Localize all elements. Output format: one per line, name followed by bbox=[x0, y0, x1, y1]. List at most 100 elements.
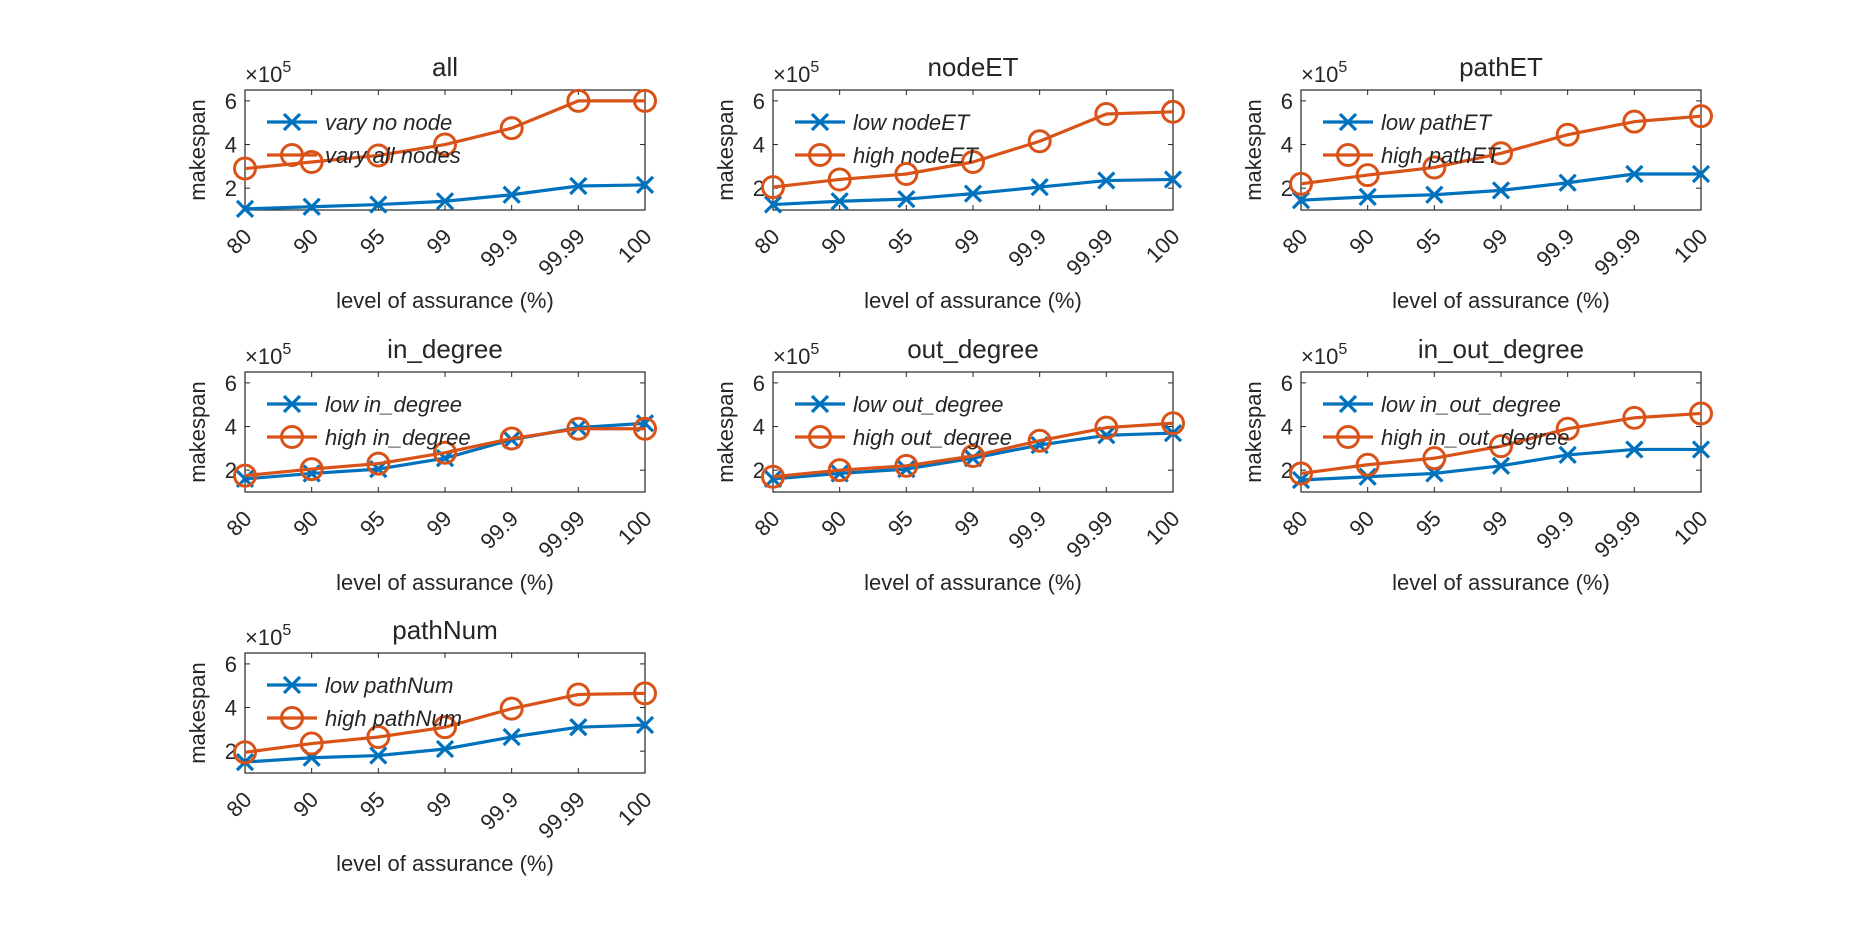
y-exponent-label: ×105 bbox=[245, 341, 291, 369]
data-point bbox=[569, 718, 588, 737]
marker-stroke bbox=[569, 718, 588, 737]
legend-entry: high out_degree bbox=[853, 425, 1012, 450]
data-point bbox=[1094, 415, 1119, 440]
data-point bbox=[502, 185, 521, 204]
series-line bbox=[1300, 411, 1702, 476]
y-axis-label: makespan bbox=[713, 99, 738, 201]
data-point bbox=[1622, 109, 1647, 134]
x-tick-label: 90 bbox=[288, 787, 323, 822]
marker-stroke bbox=[1625, 164, 1644, 184]
series-high bbox=[233, 416, 657, 488]
x-tick-label: 80 bbox=[222, 787, 257, 822]
data-point bbox=[1689, 104, 1713, 129]
x-tick-label: 80 bbox=[222, 224, 257, 259]
data-point bbox=[633, 681, 657, 706]
y-exponent-power: 5 bbox=[1338, 59, 1347, 76]
x-axis-label: level of assurance (%) bbox=[336, 570, 554, 595]
series-line bbox=[772, 110, 1174, 189]
data-point bbox=[499, 116, 524, 141]
legend-marker bbox=[808, 143, 832, 167]
data-point bbox=[1161, 411, 1185, 436]
y-exponent-label: ×105 bbox=[245, 622, 291, 650]
legend-marker bbox=[280, 425, 304, 449]
y-exponent-power: 5 bbox=[1338, 341, 1347, 358]
data-point bbox=[366, 725, 391, 749]
data-point bbox=[1555, 122, 1580, 147]
marker-stroke bbox=[369, 195, 388, 214]
subplot-title: all bbox=[432, 52, 458, 82]
y-exponent-label: ×105 bbox=[1301, 59, 1347, 87]
x-tick-label: 99.99 bbox=[1061, 224, 1118, 281]
x-tick-label: 95 bbox=[883, 506, 918, 541]
y-tick-label: 4 bbox=[225, 696, 237, 721]
data-point bbox=[233, 463, 257, 488]
x-tick-label: 80 bbox=[222, 506, 257, 541]
legend-marker bbox=[280, 143, 304, 167]
data-point bbox=[299, 731, 324, 756]
marker-stroke bbox=[1558, 173, 1577, 192]
marker-stroke bbox=[1338, 112, 1358, 132]
y-tick-label: 6 bbox=[1281, 89, 1293, 114]
marker-stroke bbox=[1338, 394, 1358, 414]
data-point bbox=[830, 192, 849, 211]
y-exponent-base: ×10 bbox=[1301, 344, 1338, 369]
subplot-title: nodeET bbox=[927, 52, 1018, 82]
data-point bbox=[502, 727, 521, 747]
data-point bbox=[233, 740, 257, 765]
y-exponent-power: 5 bbox=[282, 341, 291, 358]
legend-marker bbox=[1336, 143, 1360, 167]
x-tick-label: 99 bbox=[422, 224, 457, 259]
y-tick-label: 2 bbox=[225, 739, 237, 764]
y-exponent-power: 5 bbox=[282, 622, 291, 639]
legend: low pathNum high pathNum bbox=[267, 673, 462, 731]
data-point bbox=[761, 464, 785, 489]
subplot-nodeet: 2 4 6 80 90 95 99 99.9 99.99 100 ×105 nodeET level o… bbox=[713, 52, 1185, 313]
y-tick-label: 2 bbox=[753, 176, 765, 201]
legend-marker bbox=[1338, 112, 1358, 132]
x-tick-label: 99.9 bbox=[1003, 506, 1051, 554]
y-tick-label: 6 bbox=[1281, 371, 1293, 396]
y-tick-label: 4 bbox=[225, 415, 237, 440]
marker-stroke bbox=[502, 727, 521, 747]
x-tick-label: 100 bbox=[1141, 224, 1185, 268]
marker-stroke bbox=[1691, 440, 1711, 459]
x-tick-label: 90 bbox=[288, 506, 323, 541]
legend-marker bbox=[282, 112, 302, 132]
data-point bbox=[1027, 428, 1052, 453]
x-tick-label: 95 bbox=[1411, 224, 1446, 259]
x-tick-label: 95 bbox=[1411, 506, 1446, 541]
y-exponent-power: 5 bbox=[282, 59, 291, 76]
legend-entry: high nodeET bbox=[853, 143, 979, 168]
legend: vary no node vary all nodes bbox=[267, 110, 461, 168]
data-point bbox=[566, 416, 591, 441]
legend-marker bbox=[282, 394, 302, 414]
legend-marker bbox=[1336, 425, 1360, 449]
series-line bbox=[1300, 114, 1702, 186]
x-tick-label: 99.9 bbox=[1531, 224, 1579, 272]
y-axis-label: makespan bbox=[713, 381, 738, 483]
subplot-title: pathET bbox=[1459, 52, 1543, 82]
y-exponent-base: ×10 bbox=[773, 62, 810, 87]
legend-entry: low pathNum bbox=[325, 673, 453, 698]
legend-entry: high pathET bbox=[1381, 143, 1501, 168]
x-tick-label: 90 bbox=[816, 224, 851, 259]
data-point bbox=[369, 195, 388, 214]
data-point bbox=[827, 167, 852, 192]
x-tick-label: 99 bbox=[950, 224, 985, 259]
legend-entry: vary no node bbox=[325, 110, 452, 135]
data-point bbox=[635, 715, 655, 735]
marker-stroke bbox=[963, 184, 983, 203]
x-tick-label: 99 bbox=[422, 787, 457, 822]
marker-stroke bbox=[635, 715, 655, 735]
legend-marker bbox=[282, 675, 302, 695]
marker-stroke bbox=[830, 192, 849, 211]
y-exponent-power: 5 bbox=[810, 341, 819, 358]
marker-stroke bbox=[435, 192, 455, 211]
y-axis-label: makespan bbox=[185, 381, 210, 483]
x-tick-label: 99.99 bbox=[533, 224, 590, 281]
data-point bbox=[897, 189, 916, 209]
data-point bbox=[569, 176, 588, 196]
